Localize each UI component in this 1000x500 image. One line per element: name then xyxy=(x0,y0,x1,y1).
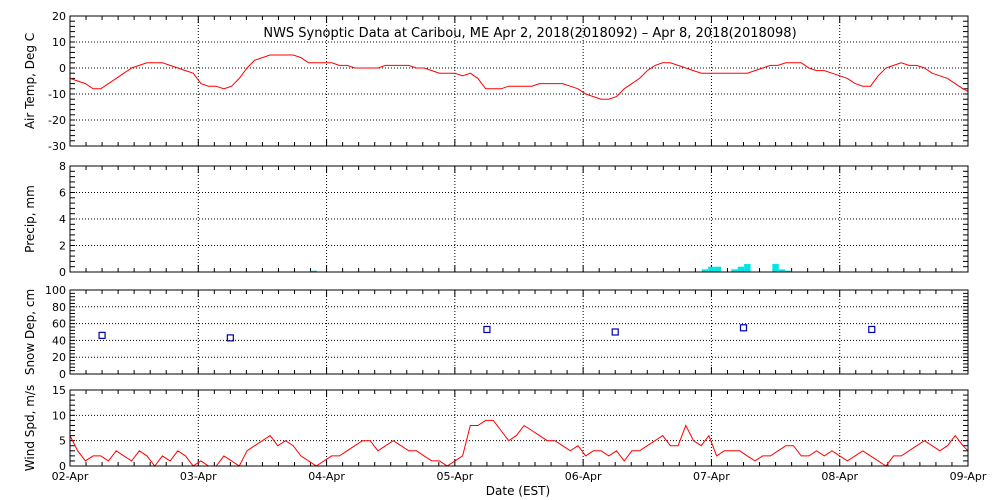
y-axis-label: Wind Spd, m/s xyxy=(23,385,37,471)
x-tick-label: 05-Apr xyxy=(436,470,473,483)
y-tick-label: 0 xyxy=(59,266,66,279)
precip-bar xyxy=(772,264,779,272)
x-tick-label: 03-Apr xyxy=(180,470,217,483)
panel-frame xyxy=(69,389,969,467)
y-tick-label: 2 xyxy=(59,240,66,253)
y-tick-label: 20 xyxy=(52,10,66,23)
y-tick-label: 0 xyxy=(59,460,66,473)
x-tick-label: 09-Apr xyxy=(950,470,987,483)
panel-air_temp: 20 10 0 -10 -20 -30 Air Temp, Deg C xyxy=(23,10,969,153)
snow-depth-point xyxy=(98,331,106,339)
series-line-air_temp xyxy=(69,54,969,100)
panel-frame xyxy=(69,289,969,375)
precip-bar xyxy=(310,270,317,272)
y-tick-label: 0 xyxy=(59,62,66,75)
y-tick-label: 40 xyxy=(52,334,66,347)
panel-wind_speed: 15 10 5 0 Wind Spd, m/s xyxy=(23,384,969,473)
precip-bar xyxy=(701,269,709,272)
y-tick-label: 80 xyxy=(52,301,66,314)
x-tick-label: 02-Apr xyxy=(52,470,89,483)
panel-precip: 8 6 4 2 0 Precip, mm xyxy=(23,160,969,279)
y-tick-label: 10 xyxy=(52,36,66,49)
y-tick-label: 0 xyxy=(59,368,66,381)
panel-frame xyxy=(69,15,969,147)
y-tick-label: -30 xyxy=(48,140,66,153)
y-axis-label: Precip, mm xyxy=(23,185,37,253)
y-tick-label: 6 xyxy=(59,187,66,200)
precip-bar xyxy=(785,270,792,272)
snow-depth-point xyxy=(483,325,491,334)
x-tick-label: 04-Apr xyxy=(308,470,345,483)
x-tick-label: 07-Apr xyxy=(693,470,730,483)
snow-depth-point xyxy=(868,325,876,334)
series-line-wind_speed xyxy=(69,419,969,467)
panel-snow_depth: 100 80 60 40 20 0 Snow Dep, cm xyxy=(23,284,969,381)
precip-bar xyxy=(708,266,715,272)
precip-bar xyxy=(744,264,751,272)
chart-title: NWS Synoptic Data at Caribou, ME Apr 2, … xyxy=(263,26,796,41)
y-tick-label: 60 xyxy=(52,318,66,331)
y-tick-label: 4 xyxy=(59,213,66,226)
snow-depth-point xyxy=(611,328,619,336)
y-tick-label: 100 xyxy=(45,284,66,297)
y-axis-label: Air Temp, Deg C xyxy=(23,33,37,129)
precip-bar xyxy=(778,269,786,272)
y-tick-label: 5 xyxy=(59,435,66,448)
y-tick-label: -20 xyxy=(48,114,66,127)
x-axis-label: Date (EST) xyxy=(486,484,550,498)
y-tick-label: -10 xyxy=(48,88,66,101)
y-tick-label: 8 xyxy=(59,160,66,173)
precip-bar xyxy=(714,266,722,272)
precip-bar xyxy=(737,266,745,272)
y-axis-label: Snow Dep, cm xyxy=(23,289,37,375)
y-tick-label: 10 xyxy=(52,409,66,422)
x-tick-label: 06-Apr xyxy=(565,470,602,483)
snow-depth-point xyxy=(226,334,234,342)
y-tick-label: 15 xyxy=(52,384,66,397)
panel-frame xyxy=(69,165,969,273)
x-tick-label: 08-Apr xyxy=(821,470,858,483)
y-tick-label: 20 xyxy=(52,351,66,364)
precip-bar xyxy=(731,269,738,272)
snow-depth-point xyxy=(739,324,748,332)
